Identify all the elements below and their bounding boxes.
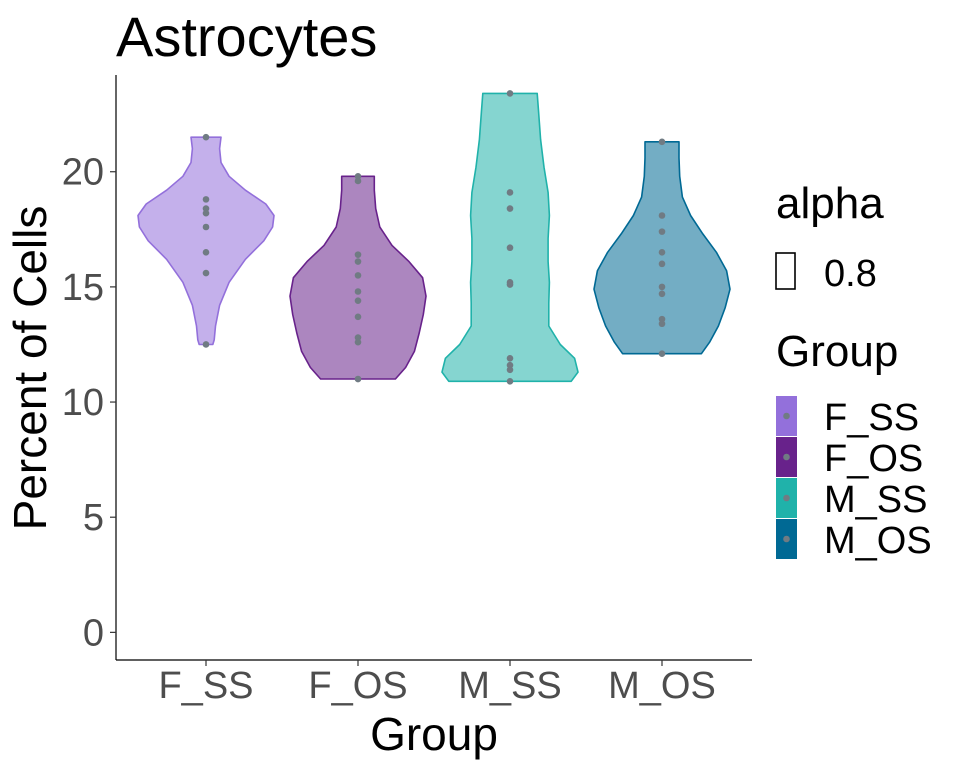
legend-alpha-key-icon bbox=[775, 252, 796, 290]
x-ticks: F_SS F_OS M_SS M_OS bbox=[158, 660, 716, 707]
data-point bbox=[202, 196, 210, 203]
data-point bbox=[506, 189, 514, 196]
data-point bbox=[506, 354, 514, 362]
data-point bbox=[202, 209, 210, 217]
data-point bbox=[506, 378, 514, 385]
legend-key-point bbox=[783, 453, 790, 461]
x-tick-label: M_SS bbox=[458, 665, 561, 707]
data-point bbox=[658, 249, 666, 256]
data-point bbox=[202, 269, 210, 277]
data-point bbox=[202, 249, 210, 256]
data-point bbox=[354, 313, 362, 321]
data-point bbox=[506, 90, 514, 97]
data-point bbox=[354, 258, 362, 265]
legend-label-F_OS: F_OS bbox=[824, 438, 923, 480]
plot-area bbox=[137, 90, 731, 385]
data-point bbox=[658, 212, 666, 219]
legend-label-M_OS: M_OS bbox=[824, 520, 932, 562]
violin-F_SS bbox=[137, 136, 275, 346]
legend-key-point bbox=[783, 412, 790, 420]
data-point bbox=[658, 260, 666, 268]
data-point bbox=[658, 283, 666, 291]
data-point bbox=[658, 320, 666, 328]
data-point bbox=[658, 228, 666, 235]
legend-group-title: Group bbox=[776, 327, 898, 376]
legend-label-M_SS: M_SS bbox=[824, 479, 927, 521]
data-point bbox=[354, 338, 362, 346]
data-point bbox=[506, 366, 514, 374]
data-point bbox=[354, 288, 362, 295]
data-point bbox=[658, 290, 666, 298]
y-tick-label: 0 bbox=[83, 612, 104, 654]
legend: alpha 0.8 Group F_SSF_OSM_SSM_OS bbox=[775, 179, 932, 562]
y-tick-label: 5 bbox=[83, 497, 104, 539]
data-point bbox=[202, 223, 210, 231]
y-ticks: 0 5 10 15 20 bbox=[62, 152, 116, 654]
y-tick-label: 10 bbox=[62, 382, 104, 424]
data-point bbox=[354, 177, 362, 185]
data-point bbox=[506, 244, 514, 252]
data-point bbox=[354, 375, 362, 383]
data-point bbox=[506, 281, 514, 288]
chart-title: Astrocytes bbox=[116, 5, 377, 68]
legend-alpha-title: alpha bbox=[776, 179, 884, 228]
data-point bbox=[354, 272, 362, 279]
data-point bbox=[658, 350, 666, 357]
data-point bbox=[658, 138, 666, 146]
x-tick-label: M_OS bbox=[608, 665, 716, 707]
legend-label-F_SS: F_SS bbox=[824, 397, 919, 439]
x-tick-label: F_SS bbox=[158, 665, 253, 707]
data-point bbox=[506, 205, 514, 212]
y-tick-label: 15 bbox=[62, 267, 104, 309]
data-point bbox=[354, 173, 362, 180]
data-point bbox=[202, 205, 210, 212]
legend-key-point bbox=[783, 494, 790, 502]
x-axis-title: Group bbox=[370, 708, 498, 760]
legend-alpha-label: 0.8 bbox=[824, 253, 877, 295]
data-point bbox=[354, 297, 362, 305]
data-point bbox=[354, 251, 362, 258]
violin-M_SS bbox=[441, 92, 579, 383]
data-point bbox=[506, 361, 514, 369]
y-axis-title: Percent of Cells bbox=[4, 206, 56, 531]
y-tick-label: 20 bbox=[62, 152, 104, 194]
x-tick-label: F_OS bbox=[308, 665, 407, 707]
legend-key-point bbox=[783, 535, 790, 543]
data-point bbox=[658, 315, 666, 323]
data-point bbox=[354, 334, 362, 341]
data-point bbox=[202, 133, 210, 141]
violin-M_OS bbox=[593, 141, 731, 355]
data-point bbox=[202, 341, 210, 348]
